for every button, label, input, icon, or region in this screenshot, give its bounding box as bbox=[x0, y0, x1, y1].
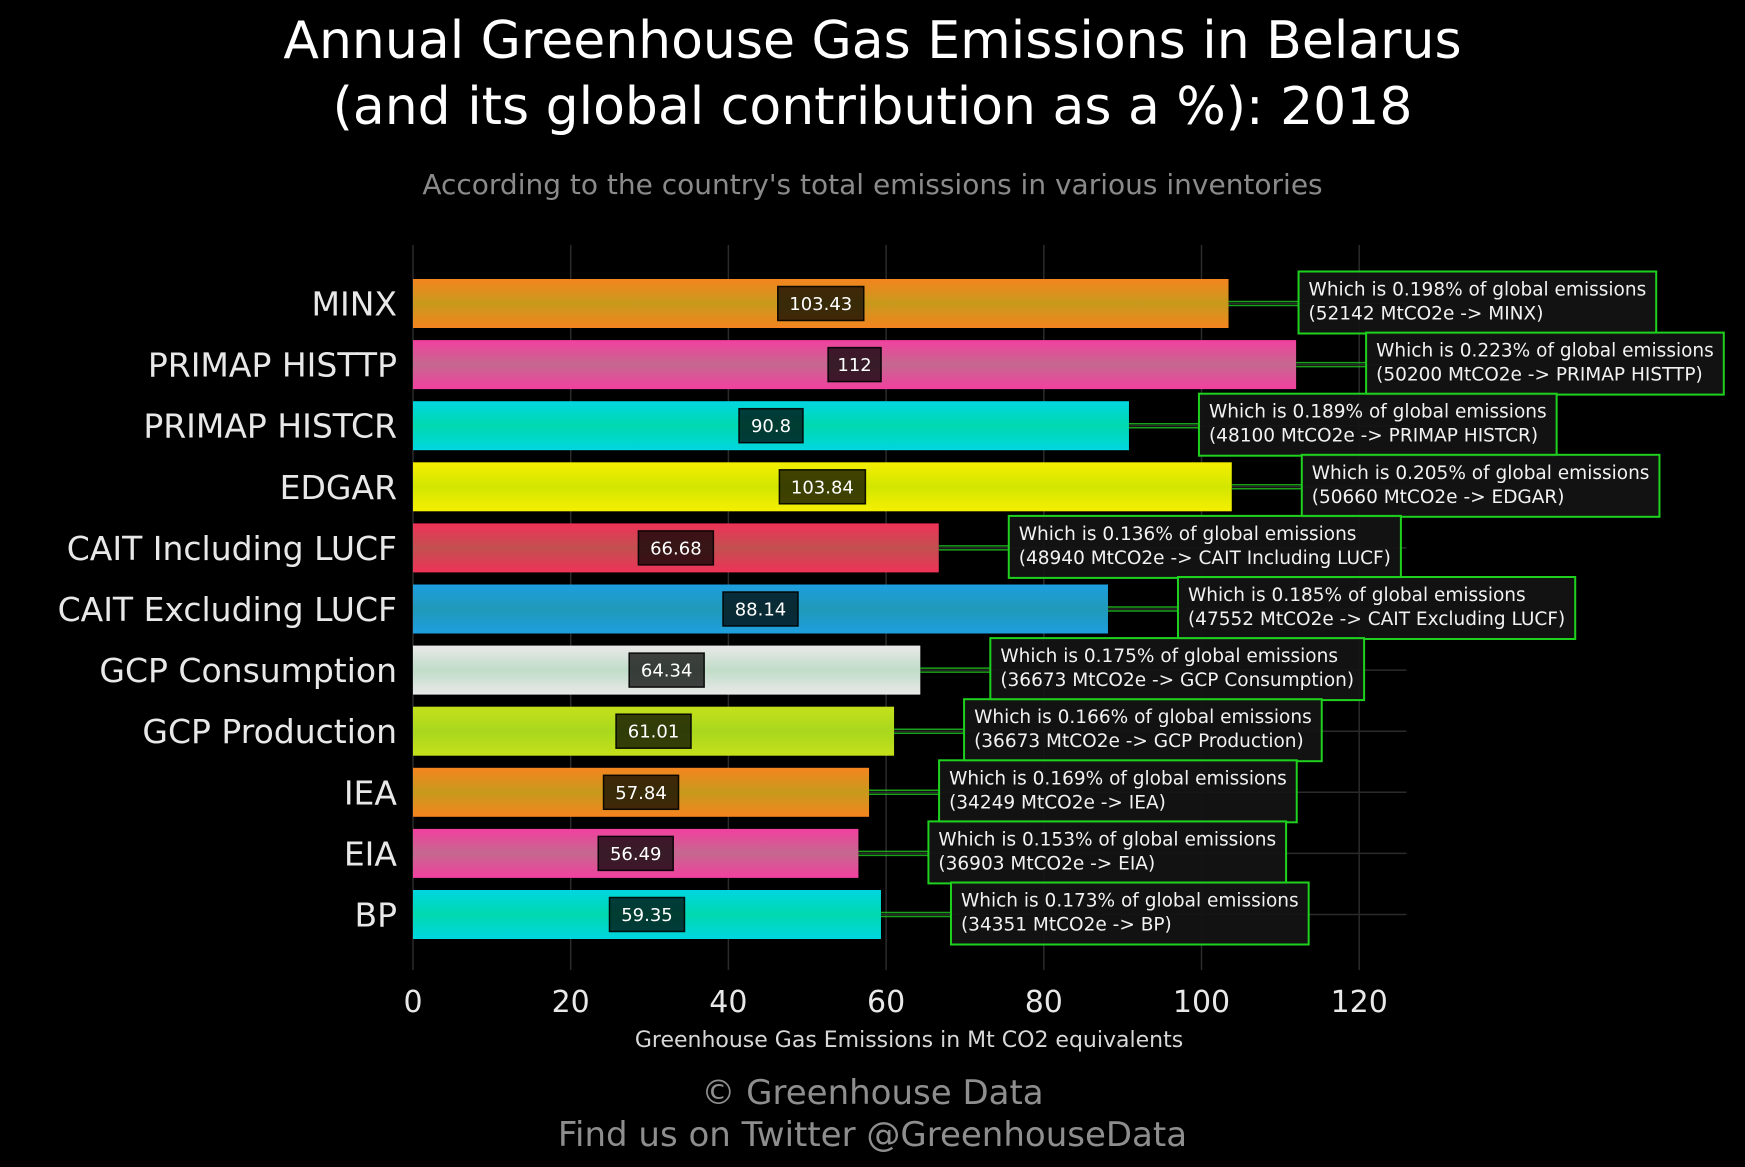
value-label-box bbox=[608, 896, 686, 933]
annotation-line2: (34351 MtCO2e -> BP) bbox=[961, 915, 1172, 936]
annotation-line1: Which is 0.169% of global emissions bbox=[949, 768, 1287, 789]
footer: © Greenhouse Data Find us on Twitter @Gr… bbox=[0, 1072, 1745, 1156]
x-tick-label: 40 bbox=[709, 985, 747, 1020]
x-tick-label: 0 bbox=[403, 985, 422, 1020]
annotation-line1: Which is 0.153% of global emissions bbox=[938, 829, 1276, 850]
value-label-box bbox=[778, 469, 867, 505]
annotation-box bbox=[1197, 392, 1558, 457]
category-label: CAIT Including LUCF bbox=[67, 529, 397, 568]
x-axis-ticks: 0 20 40 60 80 100 120 bbox=[403, 985, 1387, 1020]
annotations: Which is 0.198% of global emissions (5214… bbox=[927, 270, 1725, 946]
value-label-box bbox=[827, 346, 882, 383]
annotation-box bbox=[949, 881, 1310, 946]
value-label-box bbox=[722, 591, 799, 627]
x-tick-label: 60 bbox=[867, 985, 905, 1020]
chart-title: Annual Greenhouse Gas Emissions in Belar… bbox=[283, 11, 1462, 137]
value-label: 90.8 bbox=[751, 416, 791, 437]
annotation-line2: (50660 MtCO2e -> EDGAR) bbox=[1312, 487, 1565, 508]
x-tick-label: 120 bbox=[1331, 985, 1388, 1020]
annotation-line2: (36673 MtCO2e -> GCP Production) bbox=[974, 731, 1304, 752]
value-label: 103.84 bbox=[791, 477, 854, 498]
x-tick-label: 20 bbox=[552, 985, 590, 1020]
value-label: 57.84 bbox=[615, 783, 667, 804]
value-label-box bbox=[738, 407, 804, 444]
value-label: 61.01 bbox=[628, 722, 680, 743]
annotation-line2: (36673 MtCO2e -> GCP Consumption) bbox=[1000, 670, 1354, 691]
value-label: 64.34 bbox=[641, 661, 693, 682]
category-label: GCP Production bbox=[142, 712, 397, 751]
annotation-line1: Which is 0.223% of global emissions bbox=[1376, 341, 1714, 362]
footer-twitter: Find us on Twitter @GreenhouseData bbox=[557, 1115, 1188, 1155]
annotation-line1: Which is 0.198% of global emissions bbox=[1309, 280, 1647, 301]
category-label: EDGAR bbox=[280, 468, 397, 507]
category-label: BP bbox=[354, 896, 397, 935]
annotation-line2: (52142 MtCO2e -> MINX) bbox=[1309, 304, 1544, 325]
annotation-line1: Which is 0.185% of global emissions bbox=[1188, 585, 1526, 606]
annotation-box bbox=[1007, 514, 1402, 579]
value-label-box bbox=[637, 530, 715, 566]
x-tick-label: 80 bbox=[1025, 985, 1063, 1020]
value-label: 112 bbox=[837, 355, 871, 376]
annotation-box bbox=[963, 698, 1323, 763]
annotation-line2: (48940 MtCO2e -> CAIT Including LUCF) bbox=[1019, 548, 1391, 569]
category-label: CAIT Excluding LUCF bbox=[58, 590, 397, 629]
bar-chart: 103.43 112 90.8 103.84 66.68 88.14 64.34 61.01 5… bbox=[58, 245, 1725, 1053]
annotation-connectors bbox=[858, 300, 1367, 918]
annotation-line2: (47552 MtCO2e -> CAIT Excluding LUCF) bbox=[1188, 609, 1565, 630]
annotation-box bbox=[1300, 453, 1661, 518]
value-label: 103.43 bbox=[789, 294, 852, 315]
chart-subtitle: According to the country's total emissio… bbox=[422, 168, 1323, 201]
annotation-line2: (50200 MtCO2e -> PRIMAP HISTTP) bbox=[1376, 365, 1703, 386]
annotation-box bbox=[938, 759, 1298, 824]
category-label: PRIMAP HISTCR bbox=[143, 407, 397, 446]
value-label-box bbox=[615, 713, 692, 749]
bars: 103.43 112 90.8 103.84 66.68 88.14 64.34 61.01 5… bbox=[413, 279, 1297, 939]
value-label: 66.68 bbox=[650, 538, 702, 559]
annotation-line1: Which is 0.173% of global emissions bbox=[961, 891, 1299, 912]
value-label: 56.49 bbox=[610, 844, 662, 865]
x-axis-label: Greenhouse Gas Emissions in Mt CO2 equiv… bbox=[635, 1028, 1183, 1053]
value-label: 59.35 bbox=[621, 905, 673, 926]
annotation-line1: Which is 0.189% of global emissions bbox=[1209, 402, 1547, 423]
value-label-box bbox=[602, 774, 680, 811]
footer-copyright: © Greenhouse Data bbox=[701, 1073, 1044, 1113]
annotation-line2: (34249 MtCO2e -> IEA) bbox=[949, 792, 1166, 813]
value-label: 88.14 bbox=[735, 600, 787, 621]
category-label: MINX bbox=[312, 285, 398, 324]
annotation-line1: Which is 0.205% of global emissions bbox=[1312, 463, 1650, 484]
category-label: IEA bbox=[344, 773, 398, 812]
value-label-box bbox=[597, 835, 674, 872]
annotation-line2: (36903 MtCO2e -> EIA) bbox=[938, 853, 1155, 874]
category-labels: MINX PRIMAP HISTTP PRIMAP HISTCR EDGAR CAIT … bbox=[58, 285, 398, 935]
category-label: EIA bbox=[344, 834, 398, 873]
annotation-box bbox=[1297, 270, 1658, 335]
category-label: PRIMAP HISTTP bbox=[148, 346, 397, 385]
value-label-box bbox=[628, 652, 705, 688]
annotation-box bbox=[927, 820, 1288, 885]
annotation-line1: Which is 0.136% of global emissions bbox=[1019, 524, 1357, 545]
annotation-line1: Which is 0.166% of global emissions bbox=[974, 707, 1312, 728]
annotation-line2: (48100 MtCO2e -> PRIMAP HISTCR) bbox=[1209, 426, 1538, 447]
x-tick-label: 100 bbox=[1173, 985, 1230, 1020]
category-label: GCP Consumption bbox=[99, 651, 397, 690]
value-label-box bbox=[777, 285, 865, 322]
annotation-line1: Which is 0.175% of global emissions bbox=[1000, 646, 1338, 667]
annotation-box bbox=[1176, 576, 1577, 640]
